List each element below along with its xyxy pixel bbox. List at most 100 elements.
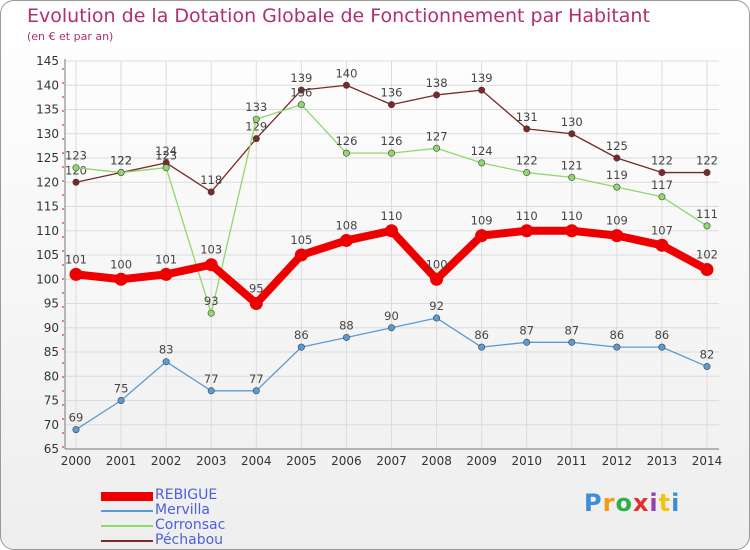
data-label: 93: [204, 294, 219, 308]
data-point: [342, 149, 350, 157]
data-point: [700, 263, 714, 277]
data-label: 110: [516, 209, 538, 223]
legend-swatch: [101, 540, 153, 542]
data-point: [430, 272, 444, 286]
data-label: 131: [516, 110, 538, 124]
x-tick-label: 2001: [106, 454, 137, 468]
data-label: 82: [700, 348, 715, 362]
data-label: 140: [335, 66, 357, 80]
data-label: 100: [110, 257, 132, 271]
axis-dot: [62, 166, 64, 168]
data-point: [207, 387, 215, 395]
data-point: [252, 387, 260, 395]
data-point: [433, 144, 441, 152]
data-label: 122: [110, 154, 132, 168]
y-tick-label: 90: [44, 321, 59, 335]
axis-dot: [62, 390, 64, 392]
data-point: [610, 229, 624, 243]
data-label: 136: [381, 86, 403, 100]
logo-letter: i: [649, 489, 659, 517]
data-label: 108: [335, 218, 357, 232]
data-point: [658, 193, 666, 201]
data-point: [252, 115, 260, 123]
data-point: [249, 297, 263, 310]
data-point: [72, 164, 80, 172]
data-label: 130: [561, 115, 583, 129]
x-tick-label: 2010: [511, 454, 542, 468]
data-point: [207, 309, 215, 317]
axis-dot: [62, 208, 64, 210]
data-point: [568, 130, 576, 138]
data-point: [565, 224, 579, 238]
x-tick-label: 2002: [151, 454, 182, 468]
data-point: [568, 173, 576, 181]
data-label: 125: [606, 139, 628, 153]
data-label: 119: [606, 168, 628, 182]
data-point: [523, 338, 531, 346]
data-point: [117, 169, 125, 177]
axis-dot: [62, 68, 64, 70]
y-tick-label: 85: [44, 345, 59, 359]
data-point: [475, 229, 489, 243]
logo-letter: i: [671, 489, 681, 517]
data-point: [387, 324, 395, 332]
logo-letter: P: [584, 489, 603, 517]
axis-dot: [62, 82, 64, 84]
logo-letter: r: [602, 489, 616, 517]
data-label: 75: [114, 382, 129, 396]
axis-dot: [62, 124, 64, 126]
legend-label: Péchabou: [155, 532, 224, 548]
data-point: [703, 169, 711, 177]
data-label: 117: [651, 178, 673, 192]
data-label: 126: [381, 134, 403, 148]
logo-letter: x: [632, 489, 650, 517]
data-label: 107: [651, 223, 673, 237]
data-point: [162, 164, 170, 172]
legend-label: REBIGUE: [155, 487, 218, 503]
axis-dot: [62, 362, 64, 364]
y-tick-label: 70: [44, 418, 59, 432]
axis-dot: [62, 404, 64, 406]
data-point: [655, 238, 669, 252]
data-label: 88: [339, 318, 354, 332]
x-tick-label: 2013: [647, 454, 678, 468]
data-label: 69: [69, 411, 84, 425]
axis-dot: [62, 348, 64, 350]
data-point: [703, 363, 711, 371]
data-point: [433, 91, 441, 99]
data-label: 138: [426, 76, 448, 90]
data-point: [478, 159, 486, 167]
data-label: 136: [290, 86, 312, 100]
x-tick-label: 2012: [602, 454, 633, 468]
data-point: [385, 224, 398, 238]
x-tick-label: 2005: [286, 454, 317, 468]
data-label: 122: [696, 154, 718, 168]
y-tick-label: 120: [36, 175, 59, 189]
axis-dot: [62, 96, 64, 98]
data-label: 90: [384, 309, 399, 323]
legend-swatch: [101, 492, 153, 501]
data-label: 87: [519, 323, 534, 337]
axis-dot: [62, 376, 64, 378]
data-label: 129: [245, 120, 267, 134]
y-tick-label: 100: [36, 272, 59, 286]
data-point: [613, 343, 621, 351]
data-point: [478, 343, 486, 351]
axis-dot: [62, 222, 64, 224]
legend-label: Corronsac: [155, 517, 226, 533]
data-point: [433, 314, 441, 322]
data-point: [523, 169, 531, 177]
data-label: 139: [471, 71, 493, 85]
data-point: [342, 81, 350, 89]
x-tick-label: 2007: [376, 454, 407, 468]
axis-dot: [62, 292, 64, 294]
axis-dot: [62, 320, 64, 322]
data-label: 122: [516, 154, 538, 168]
legend-swatch: [101, 510, 153, 512]
data-label: 109: [606, 214, 628, 228]
data-label: 101: [65, 252, 87, 266]
axis-dot: [62, 180, 64, 182]
data-label: 126: [335, 134, 357, 148]
